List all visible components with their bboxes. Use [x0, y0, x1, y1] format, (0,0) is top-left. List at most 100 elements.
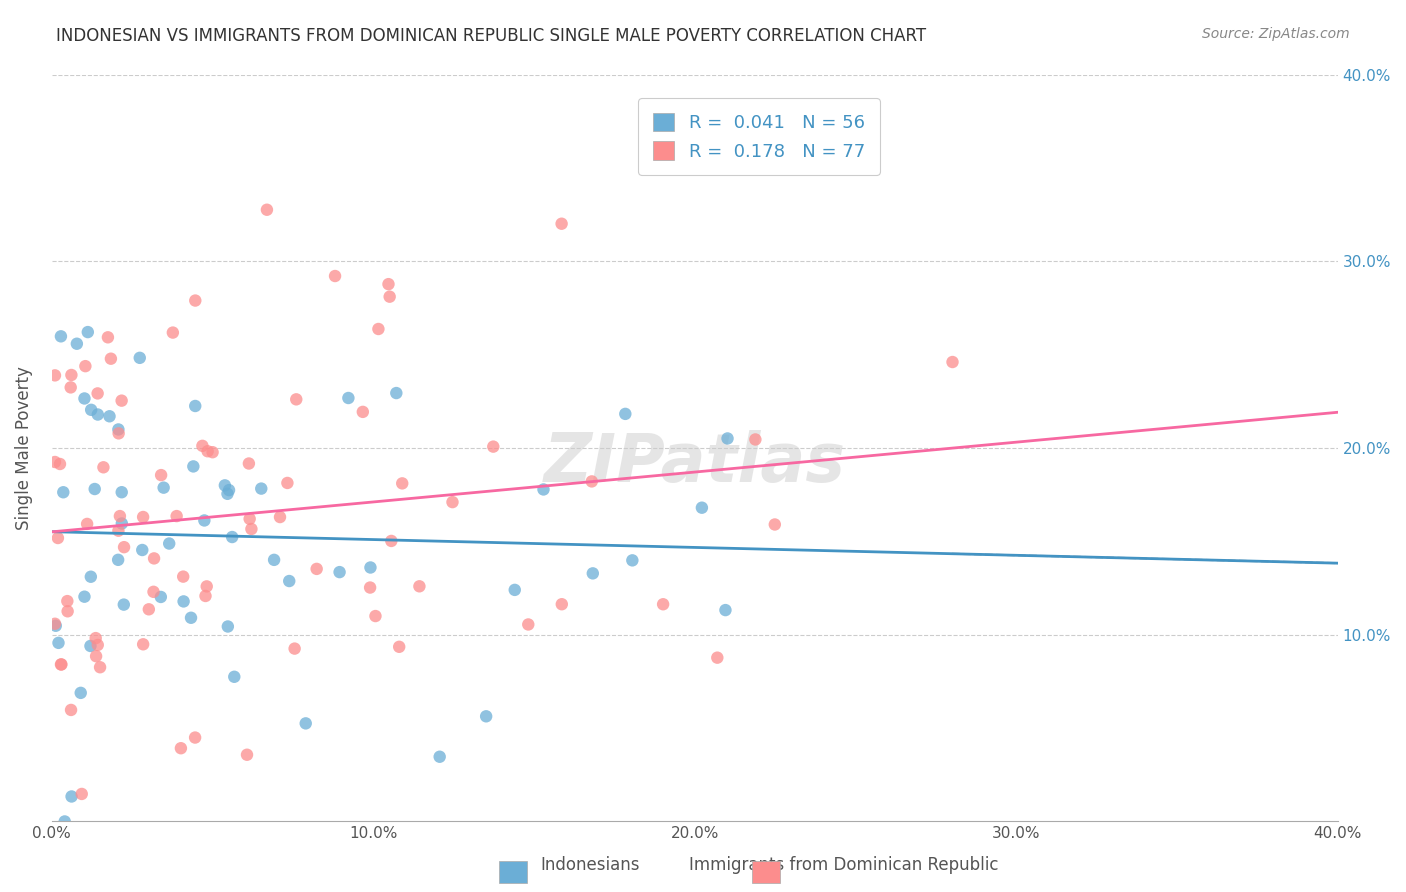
Point	[364, 609, 387, 624]
Point	[112, 540, 135, 554]
Point	[83, 482, 105, 496]
Point	[142, 584, 165, 599]
Point	[51, 657, 73, 672]
Point	[690, 500, 713, 515]
Point	[184, 399, 207, 413]
Point	[111, 516, 134, 531]
Point	[143, 551, 166, 566]
Point	[250, 482, 273, 496]
Point	[352, 405, 374, 419]
Point	[107, 426, 129, 441]
Point	[166, 509, 188, 524]
Point	[59, 380, 82, 394]
Point	[107, 422, 129, 436]
Point	[66, 336, 89, 351]
Point	[256, 202, 278, 217]
Point	[441, 495, 464, 509]
Text: INDONESIAN VS IMMIGRANTS FROM DOMINICAN REPUBLIC SINGLE MALE POVERTY CORRELATION: INDONESIAN VS IMMIGRANTS FROM DOMINICAN …	[56, 27, 927, 45]
Point	[128, 351, 150, 365]
Point	[482, 440, 505, 454]
Point	[377, 277, 399, 292]
Point	[87, 638, 110, 652]
Point	[86, 386, 108, 401]
Point	[224, 670, 246, 684]
Point	[49, 657, 72, 672]
Point	[52, 485, 75, 500]
Point	[56, 604, 79, 618]
Point	[180, 611, 202, 625]
Point	[238, 457, 260, 471]
Point	[278, 574, 301, 588]
Point	[359, 560, 381, 574]
Point	[193, 513, 215, 527]
Point	[97, 330, 120, 344]
Point	[269, 510, 291, 524]
Point	[294, 716, 316, 731]
Point	[132, 510, 155, 524]
Point	[132, 637, 155, 651]
Point	[221, 530, 243, 544]
Point	[214, 478, 236, 492]
Point	[44, 368, 66, 383]
Point	[551, 597, 574, 611]
Point	[75, 359, 97, 373]
Text: ZIPatlas: ZIPatlas	[544, 430, 845, 496]
Point	[195, 579, 218, 593]
Point	[197, 444, 219, 458]
Text: Immigrants from Dominican Republic: Immigrants from Dominican Republic	[689, 856, 998, 874]
Point	[170, 741, 193, 756]
Point	[80, 402, 103, 417]
Point	[240, 522, 263, 536]
Point	[73, 590, 96, 604]
Point	[517, 617, 540, 632]
Point	[359, 581, 381, 595]
Text: Indonesians: Indonesians	[541, 856, 640, 874]
Point	[284, 641, 307, 656]
Point	[183, 459, 205, 474]
Point	[329, 565, 352, 579]
Point	[60, 703, 83, 717]
Point	[263, 553, 285, 567]
Point	[107, 553, 129, 567]
Point	[614, 407, 637, 421]
Point	[217, 487, 239, 501]
Point	[131, 543, 153, 558]
Point	[367, 322, 389, 336]
Point	[533, 483, 555, 497]
Point	[79, 639, 101, 653]
Point	[69, 686, 91, 700]
Point	[621, 553, 644, 567]
Point	[714, 603, 737, 617]
Point	[706, 650, 728, 665]
Point	[44, 455, 66, 469]
Point	[184, 293, 207, 308]
Point	[337, 391, 360, 405]
Point	[49, 457, 72, 471]
Point	[218, 483, 240, 497]
Point	[385, 386, 408, 401]
Point	[305, 562, 328, 576]
Point	[201, 445, 224, 459]
Point	[162, 326, 184, 340]
Point	[53, 814, 76, 829]
Point	[582, 566, 605, 581]
Point	[76, 516, 98, 531]
Point	[46, 531, 69, 545]
Point	[172, 569, 194, 583]
Text: Source: ZipAtlas.com: Source: ZipAtlas.com	[1202, 27, 1350, 41]
Point	[217, 619, 239, 633]
Point	[138, 602, 160, 616]
Point	[48, 636, 70, 650]
Point	[60, 368, 83, 382]
Point	[941, 355, 963, 369]
Point	[173, 594, 195, 608]
Point	[100, 351, 122, 366]
Point	[60, 789, 83, 804]
Legend: R =  0.041   N = 56, R =  0.178   N = 77: R = 0.041 N = 56, R = 0.178 N = 77	[638, 98, 880, 175]
Point	[285, 392, 308, 407]
Point	[150, 468, 173, 483]
Point	[475, 709, 498, 723]
Point	[108, 509, 131, 524]
Point	[152, 481, 174, 495]
Point	[89, 660, 111, 674]
